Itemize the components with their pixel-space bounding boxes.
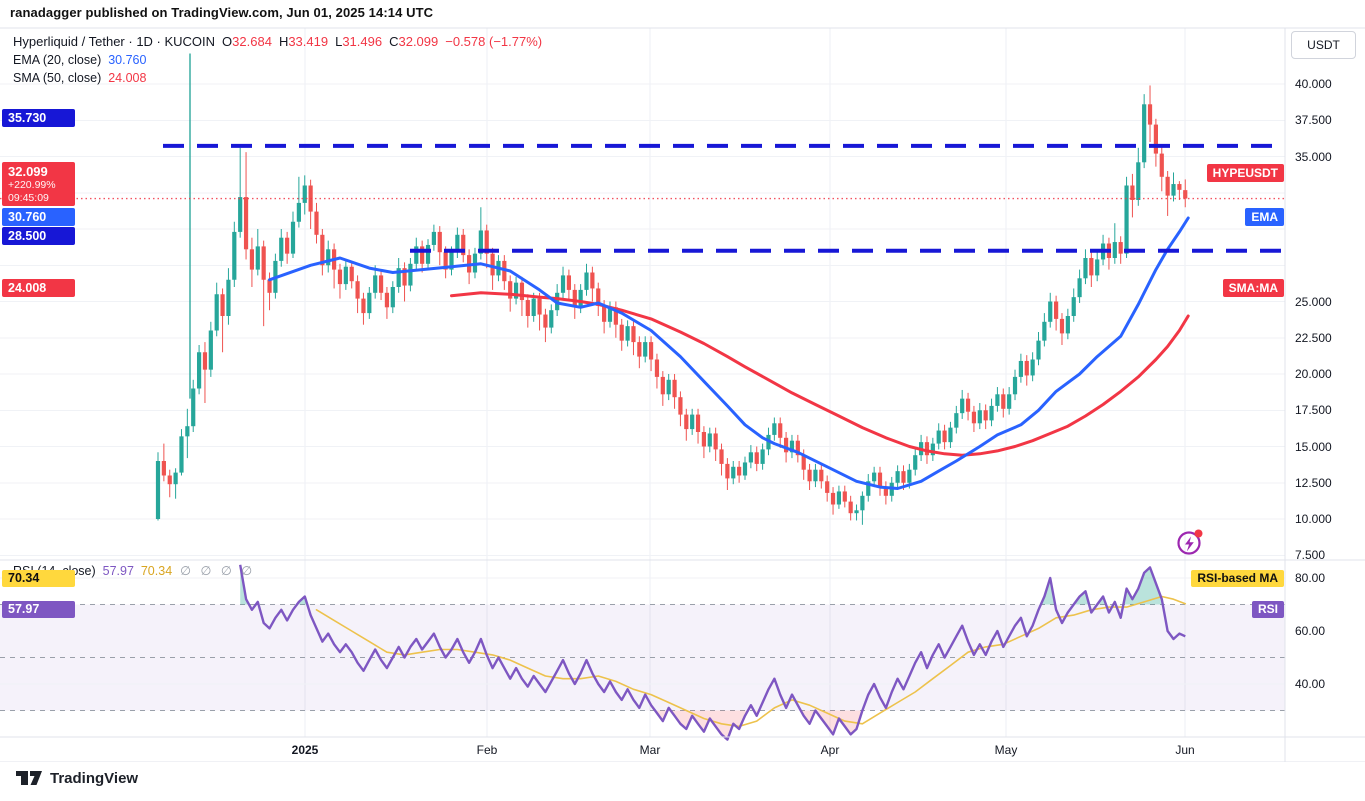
last-price-badge: 32.099 +220.99% 09:45:09 — [2, 162, 75, 206]
last-price-value: 32.099 — [8, 164, 48, 179]
time-tick-May: May — [994, 743, 1018, 757]
change-value: −0.578 (−1.77%) — [445, 34, 543, 49]
sma-legend-row: SMA (50, close) 24.008 — [13, 69, 542, 87]
symbol-title: Hyperliquid / Tether · 1D · KUCOIN — [13, 34, 216, 49]
time-axis[interactable]: 2025 Feb Mar Apr May Jun — [0, 738, 1285, 762]
rsi-tick-60.00: 60.00 — [1295, 624, 1326, 638]
ema-badge: 30.760 — [2, 208, 75, 226]
time-tick-Feb: Feb — [476, 743, 498, 757]
last-price-tag: HYPEUSDT — [1206, 164, 1284, 182]
price-tick-17.500: 17.500 — [1295, 403, 1332, 418]
bar-countdown: 09:45:09 — [8, 192, 49, 204]
tradingview-logo-text: TradingView — [50, 769, 139, 787]
price-tick-10.000: 10.000 — [1295, 512, 1332, 526]
price-tick-25.000: 25.000 — [1295, 294, 1332, 309]
price-tick-35.000: 35.000 — [1295, 149, 1332, 164]
resistance-level-badge: 35.730 — [2, 109, 75, 127]
rsi-tick-40.00: 40.00 — [1295, 677, 1326, 691]
last-price-change: +220.99% — [8, 179, 56, 191]
price-tick-12.500: 12.500 — [1295, 475, 1332, 490]
ema-tag: EMA — [1245, 208, 1284, 226]
rsi-ma-tag: RSI-based MA — [1191, 570, 1284, 587]
sma-label: SMA (50, close) — [13, 71, 102, 85]
time-tick-Apr: Apr — [820, 743, 840, 757]
price-tick-15.000: 15.000 — [1295, 439, 1332, 454]
open-label: O — [222, 34, 233, 49]
close-value: 32.099 — [398, 34, 439, 49]
ema-legend-row: EMA (20, close) 30.760 — [13, 51, 542, 69]
low-value: 31.496 — [342, 34, 383, 49]
sma-tag: SMA:MA — [1222, 279, 1284, 297]
time-tick-2025: 2025 — [291, 743, 319, 757]
price-tick-22.500: 22.500 — [1295, 330, 1332, 345]
sma-badge: 24.008 — [2, 279, 75, 297]
price-tick-40.000: 40.000 — [1295, 77, 1332, 91]
price-tick-37.500: 37.500 — [1295, 113, 1332, 128]
rsi-ma-value: 70.34 — [140, 564, 173, 578]
rsi-badge: 57.97 — [2, 601, 75, 618]
rsi-tick-80.00: 80.00 — [1295, 571, 1326, 585]
tradingview-attribution[interactable]: TradingView — [16, 766, 138, 790]
tradingview-logo-icon — [16, 771, 42, 785]
price-axis[interactable]: 40.000 37.500 35.000 25.000 22.500 20.000 17.5… — [1286, 28, 1365, 762]
rsi-tag: RSI — [1251, 601, 1284, 618]
ema-value: 30.760 — [108, 53, 147, 67]
publication-watermark: ranadagger published on TradingView.com,… — [10, 5, 434, 20]
open-value: 32.684 — [232, 34, 272, 49]
rsi-empty-slots: ∅ ∅ ∅ ∅ — [180, 564, 256, 578]
price-tick-20.000: 20.000 — [1295, 367, 1332, 381]
currency-toggle-button[interactable]: USDT — [1291, 31, 1356, 59]
rsi-ma-badge: 70.34 — [2, 570, 75, 587]
price-tick-7.500: 7.500 — [1295, 548, 1326, 563]
symbol-row: Hyperliquid / Tether · 1D · KUCOIN O32.68… — [13, 33, 542, 51]
close-label: C — [389, 34, 399, 49]
chart-plot-area[interactable] — [0, 0, 1365, 762]
high-value: 33.419 — [288, 34, 329, 49]
ema-label: EMA (20, close) — [13, 53, 102, 67]
high-label: H — [278, 34, 289, 49]
main-legend: Hyperliquid / Tether · 1D · KUCOIN O32.68… — [13, 33, 542, 87]
low-label: L — [335, 34, 343, 49]
sma-value: 24.008 — [108, 71, 147, 85]
lightning-icon[interactable] — [1175, 527, 1205, 557]
support-level-badge: 28.500 — [2, 227, 75, 245]
rsi-value: 57.97 — [102, 564, 134, 578]
time-tick-Mar: Mar — [639, 743, 661, 757]
time-tick-Jun: Jun — [1175, 743, 1195, 757]
